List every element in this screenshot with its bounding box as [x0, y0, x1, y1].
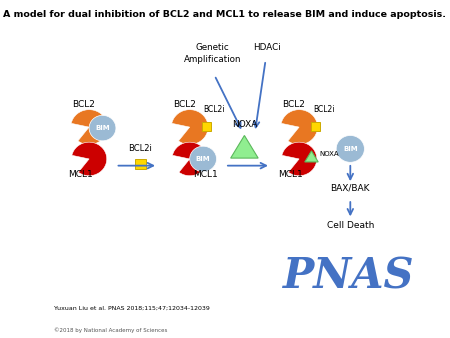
Text: BCL2i: BCL2i [128, 144, 152, 152]
Text: NOXA: NOXA [232, 120, 257, 129]
Text: NOXA: NOXA [320, 151, 339, 157]
Wedge shape [282, 142, 317, 176]
Wedge shape [172, 110, 208, 145]
Text: Cell Death: Cell Death [327, 221, 374, 230]
Wedge shape [172, 142, 207, 176]
Text: ©2018 by National Academy of Sciences: ©2018 by National Academy of Sciences [54, 327, 167, 333]
Circle shape [336, 136, 364, 162]
Wedge shape [71, 110, 108, 145]
Circle shape [89, 115, 116, 141]
Text: BCL2: BCL2 [283, 100, 305, 109]
Text: Amplification: Amplification [184, 55, 241, 64]
Circle shape [190, 146, 216, 172]
Wedge shape [72, 142, 107, 176]
Text: Genetic: Genetic [196, 43, 230, 52]
Text: BCL2i: BCL2i [313, 105, 335, 114]
Wedge shape [281, 110, 318, 145]
Text: A model for dual inhibition of BCL2 and MCL1 to release BIM and induce apoptosis: A model for dual inhibition of BCL2 and … [4, 10, 446, 19]
Text: Yuxuan Liu et al. PNAS 2018;115;47;12034-12039: Yuxuan Liu et al. PNAS 2018;115;47;12034… [54, 306, 210, 311]
Text: BAX/BAK: BAX/BAK [331, 184, 370, 193]
Text: BIM: BIM [95, 125, 110, 131]
Text: MCL1: MCL1 [68, 170, 93, 179]
Text: BIM: BIM [343, 146, 358, 152]
Text: HDACi: HDACi [253, 43, 281, 52]
Text: PNAS: PNAS [283, 255, 414, 297]
Text: MCL1: MCL1 [193, 170, 218, 179]
Text: BCL2: BCL2 [72, 100, 95, 109]
Text: BCL2: BCL2 [173, 100, 196, 109]
Text: MCL1: MCL1 [278, 170, 303, 179]
Text: BCL2i: BCL2i [204, 105, 225, 114]
Text: BIM: BIM [196, 156, 211, 162]
